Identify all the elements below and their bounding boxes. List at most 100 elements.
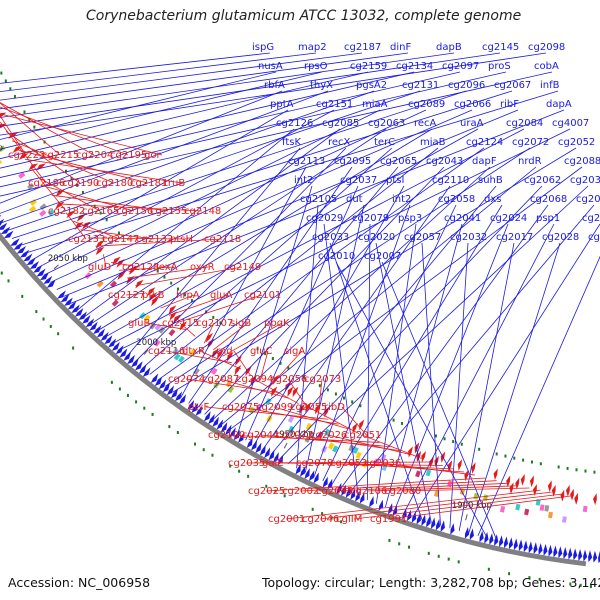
forward-leader-line: [468, 242, 561, 534]
reverse-leader-line: [0, 115, 27, 156]
forward-gene-arrow: [573, 548, 578, 561]
reverse-gene-arrow: [168, 305, 177, 315]
reverse-gene-label: cg2204: [76, 150, 113, 161]
reverse-gene-label: cg2035: [228, 458, 265, 469]
forward-gene-label: cg2131: [402, 80, 439, 91]
forward-gene-arrow: [299, 465, 306, 477]
forward-gene-label: dinF: [390, 42, 411, 53]
reverse-gene-label: rnd: [216, 346, 233, 357]
forward-gene-label: miaB: [420, 137, 446, 148]
forward-gene-arrow: [127, 354, 135, 364]
cog-feature-block: [544, 505, 550, 512]
cog-feature-block: [433, 490, 440, 498]
forward-gene-label: cg2041: [444, 213, 481, 224]
forward-gene-label: rpsO: [304, 61, 328, 72]
forward-gene-label: miaA: [362, 99, 388, 110]
feature-tick: [539, 462, 542, 466]
feature-tick: [143, 406, 146, 410]
feature-tick: [283, 494, 286, 498]
feature-tick: [311, 507, 314, 511]
reverse-leader-line: [160, 294, 195, 309]
forward-gene-arrow: [355, 490, 360, 502]
kbp-tick-mark: [283, 442, 288, 449]
forward-leader-line: [76, 128, 295, 311]
reverse-gene-label: cg2133: [68, 234, 105, 245]
feature-tick: [168, 425, 171, 429]
reverse-leader-line: [327, 434, 411, 456]
reverse-gene-label: cg2116: [148, 346, 185, 357]
forward-gene-label: cg2134: [396, 61, 433, 72]
forward-leader-line: [449, 242, 469, 529]
feature-tick: [76, 183, 79, 187]
feature-tick: [437, 554, 440, 558]
forward-gene-arrow: [187, 400, 195, 410]
forward-leader-line: [112, 128, 525, 344]
reverse-leader-line: [58, 203, 203, 212]
feature-tick: [190, 299, 193, 303]
reverse-gene-label: cg2025: [248, 486, 285, 497]
feature-tick: [343, 396, 346, 400]
reverse-gene-arrow: [464, 469, 469, 482]
forward-leader-line: [253, 185, 405, 446]
feature-tick: [447, 557, 450, 561]
forward-gene-label: cg2098: [528, 42, 565, 53]
forward-gene-label: ptsI: [386, 175, 404, 186]
forward-gene-arrow: [85, 318, 95, 328]
reverse-gene-label: ptsH: [170, 234, 193, 245]
forward-gene-label: cg2085: [322, 118, 359, 129]
forward-leader-line: [0, 71, 553, 197]
forward-gene-label: nusA: [258, 61, 283, 72]
forward-gene-arrow: [16, 245, 27, 254]
forward-gene-arrow: [100, 331, 109, 341]
reverse-gene-arrow: [18, 153, 29, 161]
feature-tick: [7, 279, 10, 283]
forward-gene-label: int2: [294, 175, 313, 186]
forward-leader-line: [262, 185, 451, 451]
feature-tick: [13, 95, 16, 99]
feature-tick: [287, 366, 290, 370]
reverse-gene-arrow: [117, 271, 126, 281]
reverse-leader-line: [317, 378, 323, 415]
reverse-gene-arrow: [532, 484, 537, 496]
forward-gene-arrow: [553, 545, 558, 558]
forward-gene-arrow: [246, 437, 253, 448]
forward-gene-label: cg2089: [408, 99, 445, 110]
forward-gene-label: cg2043: [426, 156, 463, 167]
forward-gene-arrow: [359, 492, 365, 504]
reverse-leader-line: [125, 292, 144, 296]
feature-tick: [256, 347, 259, 351]
reverse-gene-arrow: [245, 365, 252, 377]
feature-tick: [21, 294, 24, 298]
feature-tick: [212, 315, 215, 319]
forward-leader-line: [11, 90, 467, 239]
reverse-gene-label: gluC: [250, 346, 272, 357]
reverse-gene-label: truB: [164, 178, 185, 189]
reverse-leader-line: [341, 406, 370, 439]
forward-gene-label: nrdR: [518, 156, 542, 167]
forward-gene-arrow: [464, 527, 470, 539]
reverse-gene-label: cg2045: [316, 486, 353, 497]
forward-leader-line: [0, 52, 363, 101]
reverse-gene-label: cg2001: [268, 514, 305, 525]
forward-leader-line: [83, 128, 341, 318]
forward-leader-line: [385, 223, 463, 508]
reverse-gene-arrow: [471, 462, 476, 474]
reverse-leader-line: [199, 350, 242, 370]
reverse-leader-line: [0, 113, 163, 156]
reverse-gene-arrow: [515, 477, 520, 490]
forward-gene-arrow: [78, 311, 87, 321]
forward-gene-label: recA: [414, 118, 437, 129]
forward-gene-arrow: [543, 543, 548, 556]
forward-gene-label: cg2024: [490, 213, 527, 224]
reverse-gene-label: cg2073: [304, 374, 341, 385]
forward-leader-line: [323, 223, 359, 497]
forward-gene-label: cg2065: [380, 156, 417, 167]
forward-gene-arrow: [104, 335, 113, 345]
feature-tick: [495, 452, 498, 456]
forward-gene-label: cobA: [534, 61, 559, 72]
reverse-gene-label: cg2055: [290, 402, 327, 413]
kbp-tick-mark: [143, 349, 149, 355]
cog-feature-block: [415, 470, 421, 478]
